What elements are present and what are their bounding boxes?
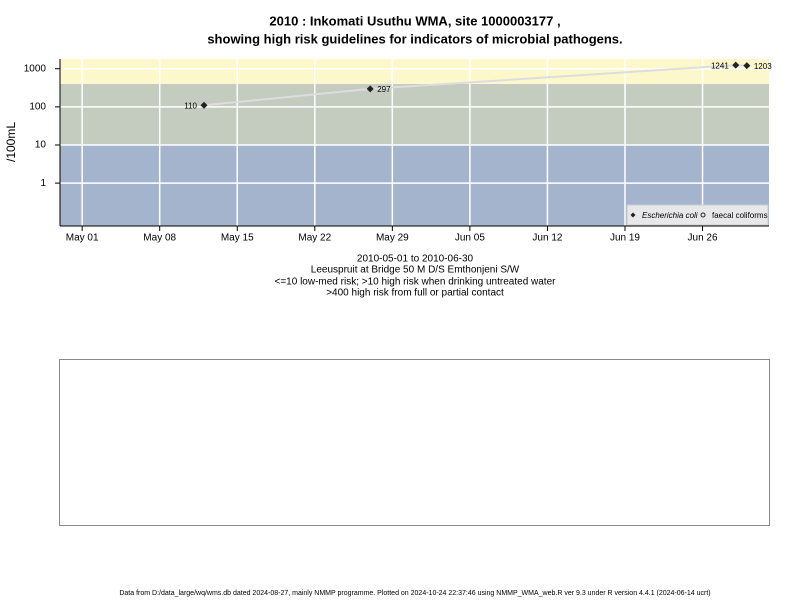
note: 2010-05-01 to 2010-06-30	[357, 254, 474, 265]
note: >400 high risk from full or partial cont…	[326, 288, 504, 299]
x-tick-label: Jun 19	[610, 233, 640, 244]
note: <=10 low-med risk; >10 high risk when dr…	[275, 277, 557, 288]
data-point	[200, 101, 208, 109]
legend-box	[626, 204, 769, 226]
x-tick-label: Jun 26	[688, 233, 718, 244]
y-tick-label: 1	[40, 178, 46, 189]
legend-marker	[630, 212, 636, 218]
x-tick-label: May 22	[298, 233, 331, 244]
legend-marker	[700, 212, 706, 218]
data-point	[366, 85, 374, 93]
footer: Data from D:/data_large/wq/wms.db dated …	[119, 590, 710, 597]
legend: Escherichia coli faecal coliforms	[626, 204, 769, 226]
legend-label: Escherichia coli	[642, 211, 698, 220]
empty-panel	[59, 359, 770, 526]
chart-subtitle: showing high risk guidelines for indicat…	[207, 31, 622, 46]
data-label: 297	[377, 85, 391, 94]
series-line	[203, 64, 747, 107]
data-point	[743, 62, 751, 70]
chart-title: 2010 : Inkomati Usuthu WMA, site 1000003…	[269, 13, 560, 28]
legend-label: faecal coliforms	[712, 211, 768, 220]
y-tick-label: 1000	[24, 63, 47, 74]
y-tick-label: 10	[35, 140, 47, 151]
risk-band	[60, 59, 769, 84]
x-tick-label: May 29	[376, 233, 409, 244]
data-label: 1241	[711, 61, 729, 70]
x-tick-label: May 01	[66, 233, 99, 244]
note: Leeuspruit at Bridge 50 M D/S Emthonjeni…	[311, 265, 520, 276]
risk-band	[60, 83, 769, 145]
data-point	[732, 61, 740, 69]
y-axis-label: /100mL	[4, 122, 18, 162]
x-tick-label: May 15	[221, 233, 254, 244]
data-label: 1203	[754, 62, 772, 71]
x-tick-label: Jun 05	[455, 233, 485, 244]
y-tick-label: 100	[29, 101, 46, 112]
x-tick-label: Jun 12	[532, 233, 562, 244]
data-label: 110	[184, 101, 197, 110]
x-tick-label: May 08	[143, 233, 176, 244]
